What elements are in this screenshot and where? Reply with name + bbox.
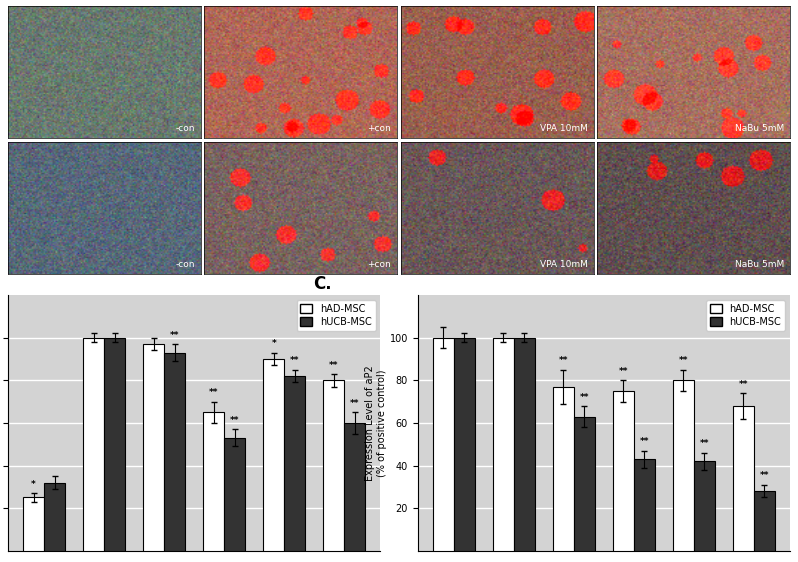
Y-axis label: hUCB-MSC: hUCB-MSC bbox=[0, 175, 2, 241]
Text: **: ** bbox=[329, 361, 338, 370]
Text: **: ** bbox=[350, 399, 360, 408]
Legend: hAD-MSC, hUCB-MSC: hAD-MSC, hUCB-MSC bbox=[706, 300, 785, 330]
Text: **: ** bbox=[579, 393, 589, 402]
Text: NaBu 5mM: NaBu 5mM bbox=[735, 124, 784, 133]
Bar bbox=[284, 376, 306, 551]
Text: **: ** bbox=[170, 331, 180, 340]
Bar bbox=[453, 338, 475, 551]
Text: NaBu 5mM: NaBu 5mM bbox=[735, 260, 784, 269]
Text: **: ** bbox=[760, 472, 769, 481]
Bar bbox=[345, 423, 365, 551]
Text: -con: -con bbox=[176, 124, 195, 133]
Bar bbox=[514, 338, 535, 551]
Text: **: ** bbox=[209, 388, 219, 397]
Bar bbox=[104, 338, 125, 551]
Bar bbox=[613, 391, 634, 551]
Text: -con: -con bbox=[176, 260, 195, 269]
Text: **: ** bbox=[618, 367, 628, 376]
Bar bbox=[44, 483, 65, 551]
Bar bbox=[323, 380, 345, 551]
Legend: hAD-MSC, hUCB-MSC: hAD-MSC, hUCB-MSC bbox=[297, 300, 376, 330]
Y-axis label: hAD-MSC: hAD-MSC bbox=[0, 43, 2, 101]
Bar bbox=[263, 359, 284, 551]
Bar bbox=[164, 352, 185, 551]
Text: VPA 10mM: VPA 10mM bbox=[540, 124, 588, 133]
Text: **: ** bbox=[230, 416, 239, 425]
Text: *: * bbox=[271, 339, 276, 348]
Text: *: * bbox=[31, 480, 36, 489]
Bar bbox=[143, 344, 164, 551]
Bar bbox=[673, 380, 694, 551]
Text: **: ** bbox=[640, 437, 649, 446]
Text: +con: +con bbox=[368, 260, 391, 269]
Text: +con: +con bbox=[368, 124, 391, 133]
Bar bbox=[433, 338, 453, 551]
Bar bbox=[754, 491, 775, 551]
Bar bbox=[23, 497, 44, 551]
Text: **: ** bbox=[290, 356, 299, 365]
Text: **: ** bbox=[739, 380, 749, 389]
Bar bbox=[574, 416, 595, 551]
Text: **: ** bbox=[559, 356, 568, 365]
Text: **: ** bbox=[678, 356, 688, 365]
Bar bbox=[224, 438, 245, 551]
Bar bbox=[83, 338, 104, 551]
Bar bbox=[733, 406, 754, 551]
Text: C.: C. bbox=[314, 275, 332, 293]
Y-axis label: Expression Level of aP2
(% of positive control): Expression Level of aP2 (% of positive c… bbox=[365, 365, 387, 481]
Bar bbox=[492, 338, 514, 551]
Text: VPA 10mM: VPA 10mM bbox=[540, 260, 588, 269]
Bar bbox=[634, 459, 655, 551]
Bar bbox=[203, 413, 224, 551]
Bar bbox=[694, 461, 715, 551]
Text: **: ** bbox=[700, 439, 709, 448]
Bar bbox=[553, 387, 574, 551]
